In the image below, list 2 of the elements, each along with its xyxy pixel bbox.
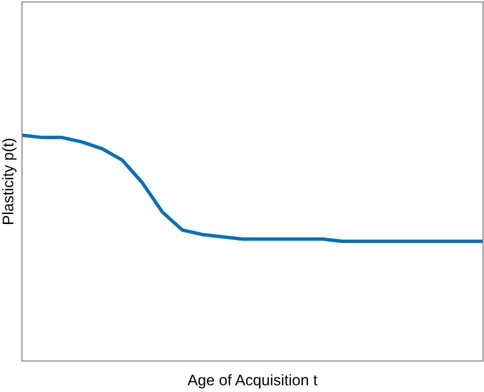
x-axis-title: Age of Acquisition t [188,374,318,388]
y-axis-title: Plasticity p(t) [2,138,16,224]
